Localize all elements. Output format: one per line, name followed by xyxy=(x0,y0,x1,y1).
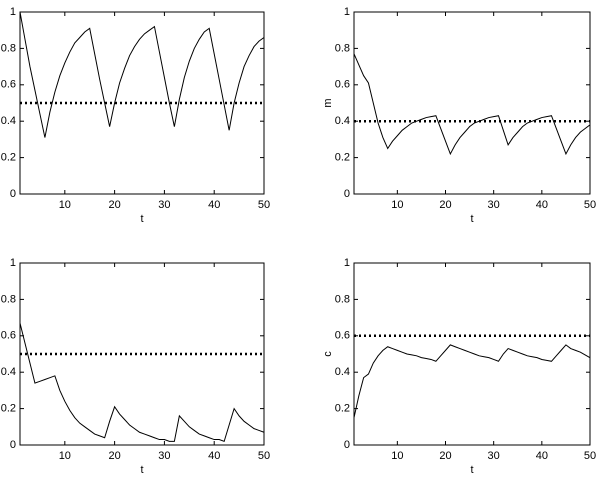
y-tick-label: 0.8 xyxy=(335,293,350,305)
y-tick-label: 0.6 xyxy=(1,330,16,342)
x-axis-label: t xyxy=(140,464,143,476)
x-tick-label: 30 xyxy=(158,450,170,462)
y-tick-label: 0.2 xyxy=(335,152,350,164)
y-axis-label: m xyxy=(322,98,334,107)
x-tick-label: 30 xyxy=(488,199,500,211)
y-tick-label: 0.2 xyxy=(335,403,350,415)
y-tick-label: 0 xyxy=(344,439,350,451)
data-line xyxy=(353,53,591,156)
x-tick-label: 10 xyxy=(59,450,71,462)
y-tick-label: 0.6 xyxy=(335,79,350,91)
y-tick-label: 0.8 xyxy=(335,42,350,54)
y-tick-label: 0.8 xyxy=(1,293,16,305)
data-line xyxy=(353,344,591,418)
x-axis-label: t xyxy=(470,213,473,225)
x-tick-label: 50 xyxy=(258,199,270,211)
x-tick-label: 40 xyxy=(208,450,220,462)
y-tick-label: 0 xyxy=(344,188,350,200)
y-tick-label: 0.2 xyxy=(1,152,16,164)
x-tick-label: 10 xyxy=(59,199,71,211)
x-tick-label: 10 xyxy=(391,450,403,462)
y-tick-label: 1 xyxy=(344,257,350,269)
y-tick-label: 0.4 xyxy=(1,115,16,127)
x-tick-label: 20 xyxy=(439,450,451,462)
x-tick-label: 30 xyxy=(488,450,500,462)
x-tick-label: 20 xyxy=(108,450,120,462)
x-tick-label: 40 xyxy=(536,450,548,462)
x-tick-label: 40 xyxy=(536,199,548,211)
x-tick-label: 30 xyxy=(158,199,170,211)
y-tick-label: 1 xyxy=(10,6,16,18)
x-tick-label: 40 xyxy=(208,199,220,211)
y-tick-label: 0.4 xyxy=(1,366,16,378)
x-tick-label: 20 xyxy=(108,199,120,211)
data-line xyxy=(19,322,265,443)
x-tick-label: 10 xyxy=(391,199,403,211)
y-tick-label: 0.6 xyxy=(1,79,16,91)
x-tick-label: 20 xyxy=(439,199,451,211)
x-tick-label: 50 xyxy=(584,450,596,462)
y-tick-label: 0.4 xyxy=(335,366,350,378)
x-axis-label: t xyxy=(140,213,143,225)
y-tick-label: 0 xyxy=(10,439,16,451)
y-tick-label: 0.6 xyxy=(335,330,350,342)
y-tick-label: 1 xyxy=(10,257,16,269)
data-line xyxy=(19,11,265,138)
x-axis-label: t xyxy=(470,464,473,476)
y-tick-label: 0.2 xyxy=(1,403,16,415)
x-tick-label: 50 xyxy=(258,450,270,462)
y-tick-label: 0.4 xyxy=(335,115,350,127)
y-axis-label: c xyxy=(322,351,334,357)
y-tick-label: 0.8 xyxy=(1,42,16,54)
y-tick-label: 0 xyxy=(10,188,16,200)
y-tick-label: 1 xyxy=(344,6,350,18)
plot-frame xyxy=(353,262,591,446)
x-tick-label: 50 xyxy=(584,199,596,211)
plot-frame xyxy=(353,11,591,195)
